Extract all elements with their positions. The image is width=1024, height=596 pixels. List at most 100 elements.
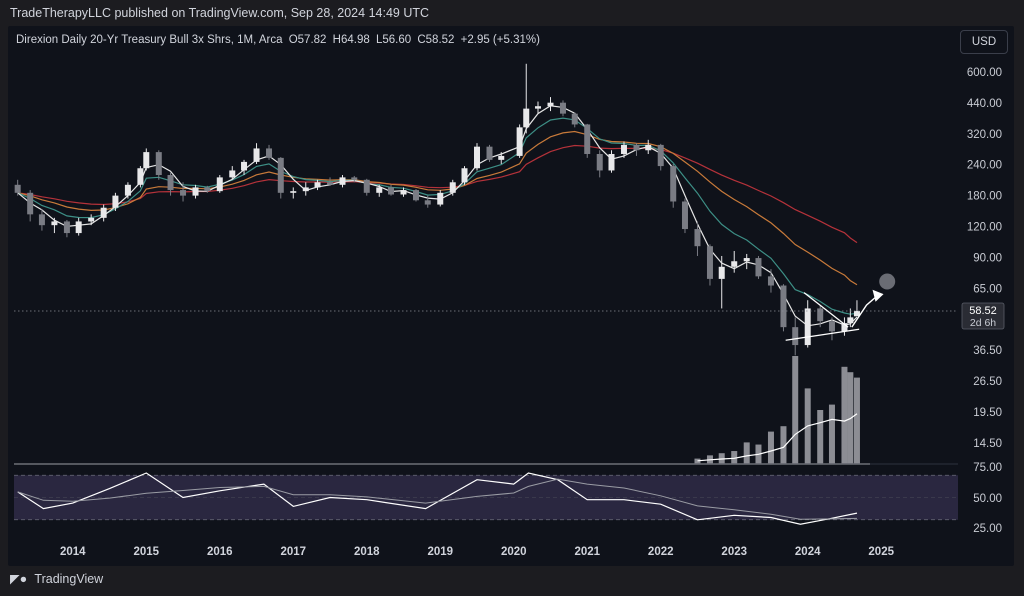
price-tick-label: 14.50 xyxy=(973,438,1002,450)
price-tick-label: 120.00 xyxy=(967,222,1002,234)
projection-arrow xyxy=(851,295,878,328)
sma-white-line xyxy=(17,105,858,327)
candle-body xyxy=(645,144,652,151)
candle-body xyxy=(388,187,395,195)
candle-body xyxy=(351,177,358,180)
low-value: L56.60 xyxy=(375,34,412,46)
candle-body xyxy=(571,113,578,125)
candle xyxy=(792,317,799,356)
time-tick-label: 2015 xyxy=(133,546,159,558)
candle-body xyxy=(229,170,236,178)
open-value: O57.82 xyxy=(288,34,327,46)
candle xyxy=(743,253,750,270)
volume-bar xyxy=(817,410,824,464)
candle-body xyxy=(474,146,480,169)
rsi-average-line xyxy=(17,478,858,520)
candle xyxy=(633,143,640,156)
candle-body xyxy=(767,276,774,286)
candle xyxy=(180,182,187,202)
candle-body xyxy=(755,258,762,277)
candle xyxy=(314,179,321,191)
volume-bar xyxy=(828,404,835,464)
rsi-pane: 75.00 50.00 25.00 xyxy=(14,462,1002,535)
candle xyxy=(266,144,273,160)
candle xyxy=(14,179,21,196)
candle xyxy=(143,148,150,171)
candle-body xyxy=(596,153,603,171)
candle-body xyxy=(327,182,334,185)
candle xyxy=(681,198,688,234)
volume-bar xyxy=(694,458,701,464)
arrow-head-icon xyxy=(872,289,884,302)
candle-body xyxy=(547,102,554,107)
rsi-tick-label: 25.00 xyxy=(973,523,1002,535)
annotations xyxy=(14,273,958,341)
candle-body xyxy=(27,192,34,215)
candle xyxy=(584,123,591,158)
time-tick-label: 2022 xyxy=(648,546,674,558)
candle-body xyxy=(314,182,321,188)
candle-body xyxy=(516,127,523,156)
candle xyxy=(241,159,248,176)
candle xyxy=(277,157,284,199)
time-tick-label: 2021 xyxy=(574,546,600,558)
candle xyxy=(327,177,334,186)
rsi-tick-label: 75.00 xyxy=(973,462,1002,474)
candle xyxy=(534,101,541,114)
time-tick-label: 2024 xyxy=(795,546,821,558)
time-tick-label: 2016 xyxy=(207,546,233,558)
candle-body xyxy=(694,229,701,247)
time-tick-label: 2025 xyxy=(868,546,894,558)
candle-body xyxy=(534,106,541,109)
countdown-value: 2d 6h xyxy=(970,317,996,329)
candle-body xyxy=(112,195,119,208)
candle xyxy=(51,217,58,234)
candle xyxy=(155,150,162,180)
candle-body xyxy=(853,311,860,317)
candle-body xyxy=(449,182,456,193)
candle-body xyxy=(216,177,223,192)
rsi-line xyxy=(17,472,858,525)
candle-body xyxy=(38,214,45,226)
candle xyxy=(645,139,652,154)
candle-body xyxy=(804,308,811,346)
moving-averages xyxy=(17,105,858,327)
publisher-line: TradeTherapyLLC published on TradingView… xyxy=(10,6,430,20)
price-axis: 600.00 440.00 320.00 240.00 180.00 120.00 90.0… xyxy=(967,67,1002,450)
candle xyxy=(571,112,578,128)
candle xyxy=(817,305,824,328)
candle xyxy=(670,163,677,208)
time-tick-label: 2014 xyxy=(60,546,86,558)
candle xyxy=(27,190,34,222)
candle xyxy=(718,255,725,309)
candle xyxy=(755,255,762,279)
candle xyxy=(516,124,523,158)
candle xyxy=(437,190,444,207)
brand-name: TradingView xyxy=(34,572,104,586)
candle-body xyxy=(731,261,738,267)
candle-body xyxy=(780,285,787,328)
candle-body xyxy=(88,217,95,222)
candle xyxy=(694,221,701,256)
candle-body xyxy=(559,102,566,114)
candle-body xyxy=(523,108,530,128)
last-price-badge: 58.52 2d 6h xyxy=(961,302,1005,330)
candle-body xyxy=(51,221,58,226)
candle xyxy=(424,195,431,208)
ema-fast-teal-line xyxy=(17,117,858,315)
candle xyxy=(474,143,480,171)
candle xyxy=(376,184,383,197)
candle-body xyxy=(706,246,713,279)
volume-bar xyxy=(743,442,750,464)
candle xyxy=(706,244,713,286)
high-value: H64.98 xyxy=(332,34,370,46)
candle xyxy=(388,184,395,196)
candle-body xyxy=(204,187,211,192)
candle xyxy=(253,143,260,164)
currency-button[interactable]: USD xyxy=(960,30,1008,54)
candle-body xyxy=(657,144,664,167)
candle xyxy=(167,172,174,196)
candle xyxy=(112,192,119,211)
candle-body xyxy=(817,308,824,322)
